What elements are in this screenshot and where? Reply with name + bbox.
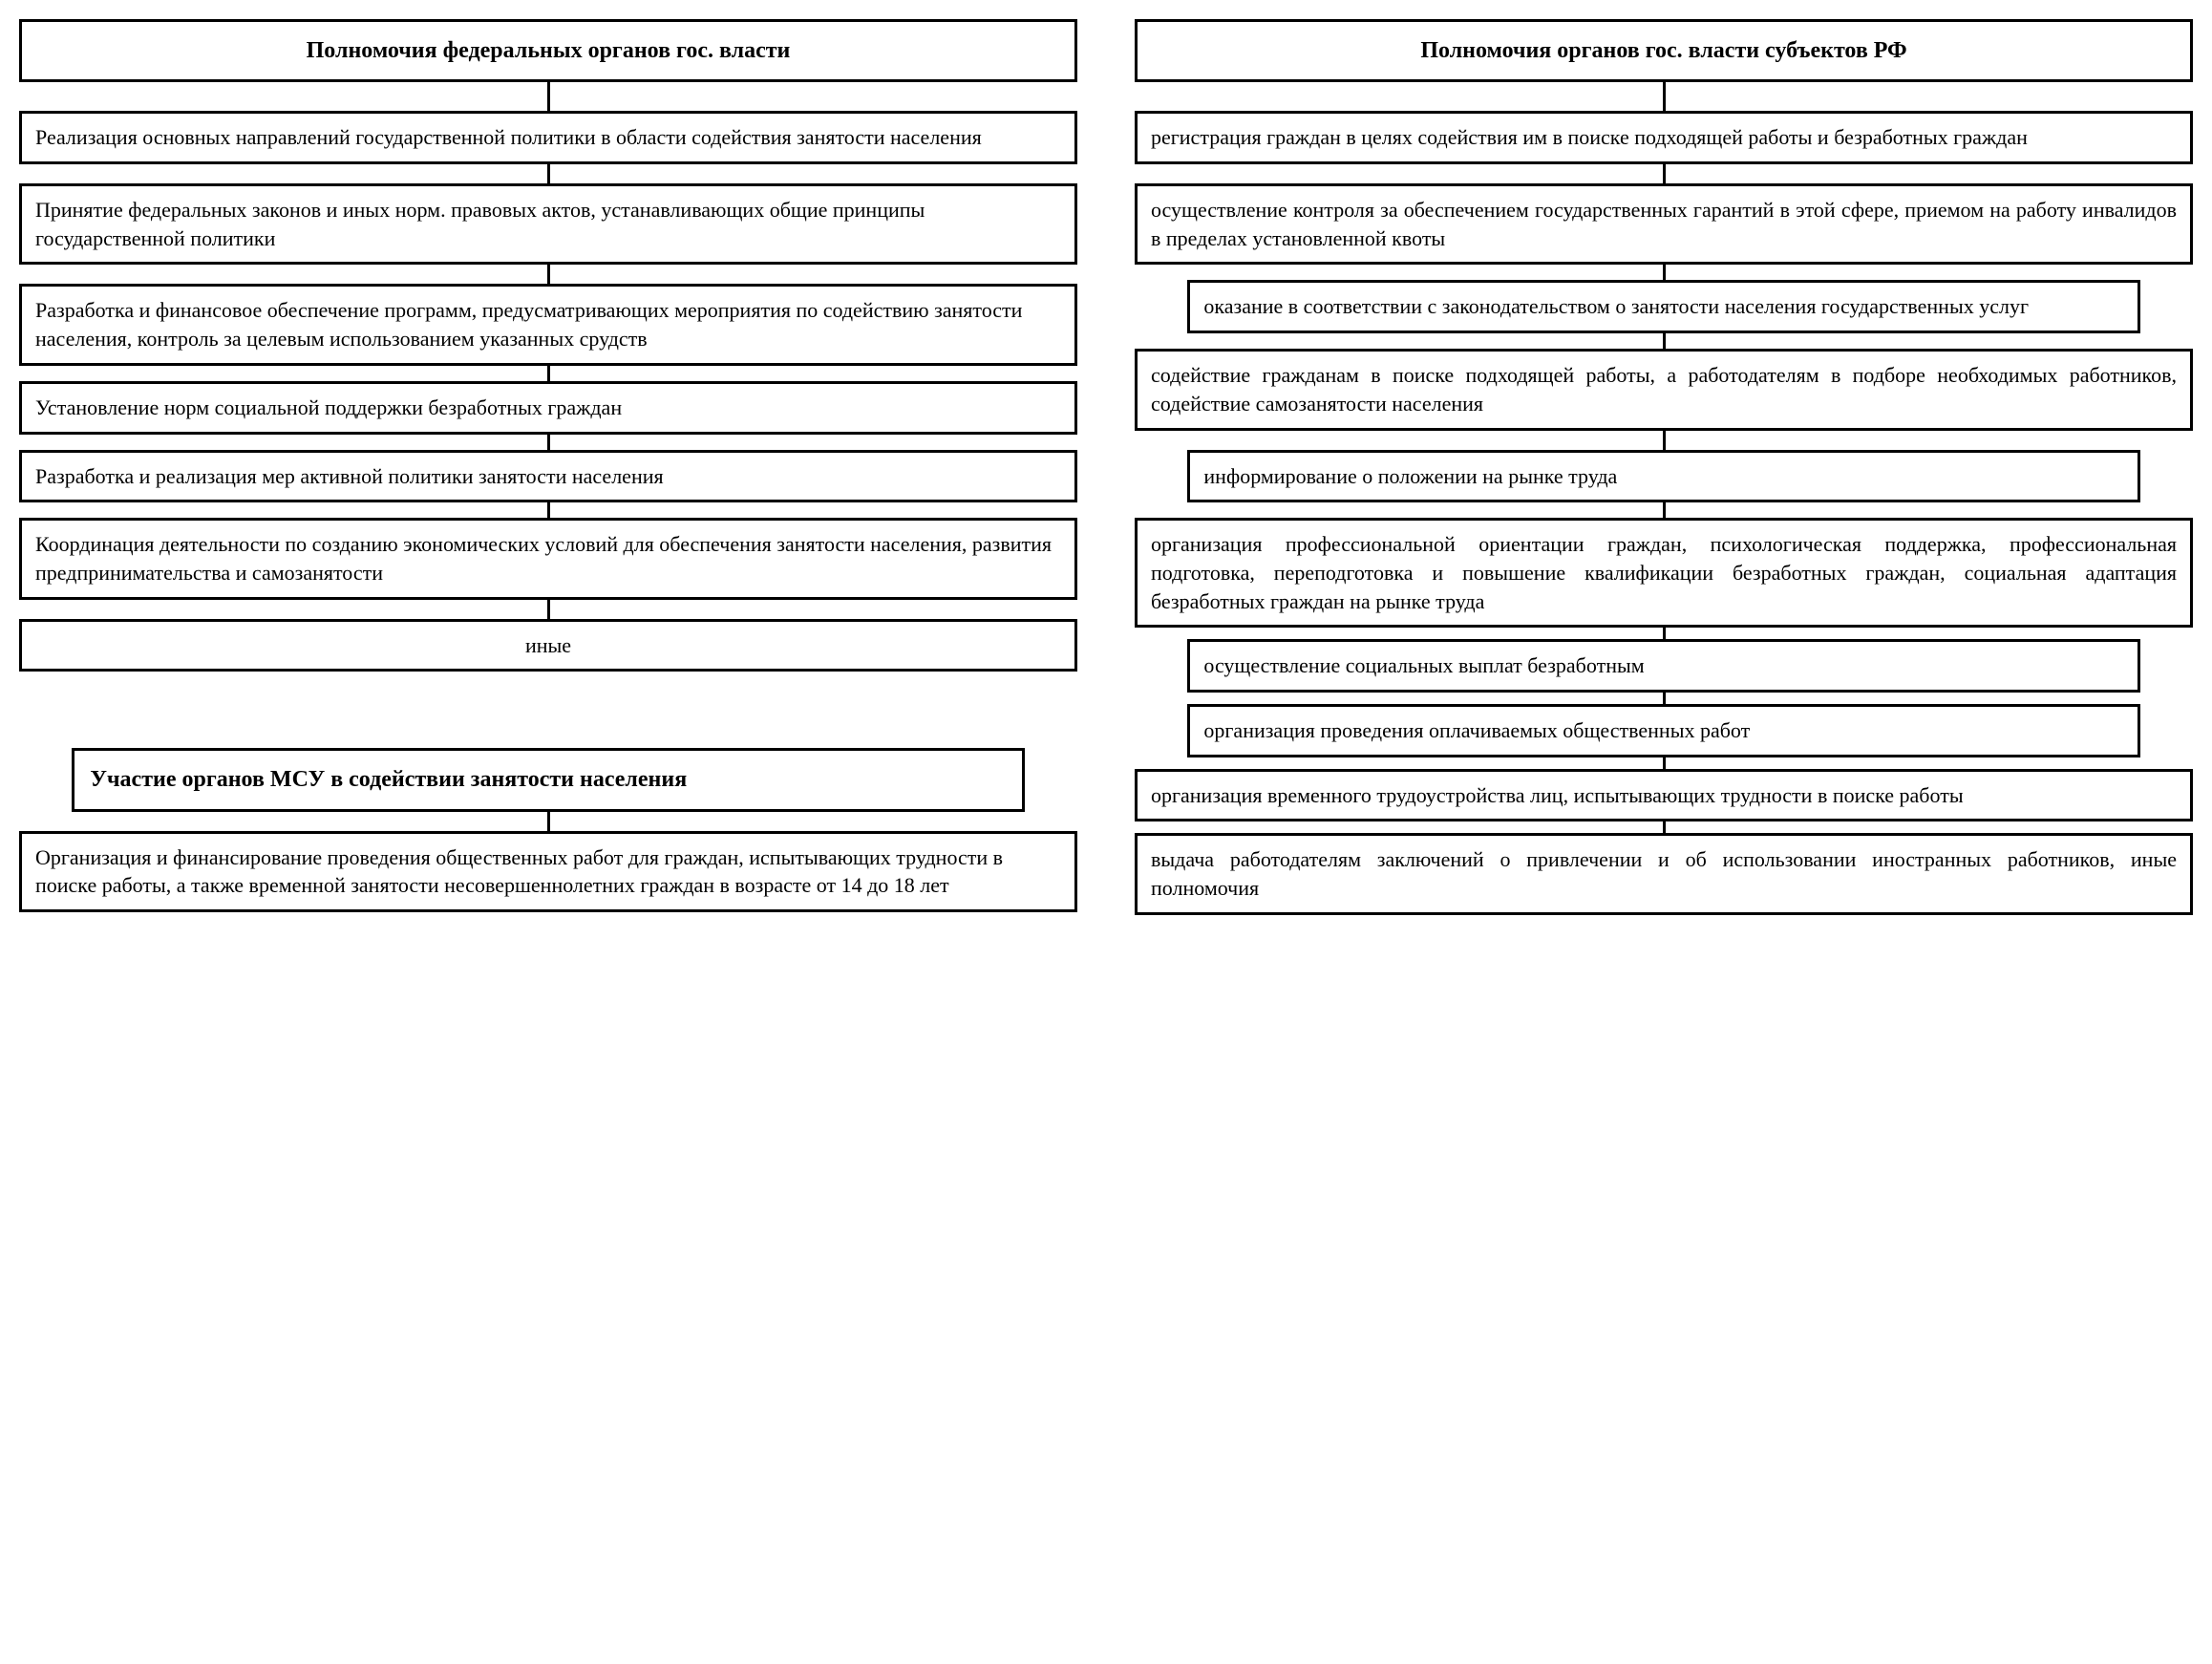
federal-powers-section: Полномочия федеральных органов гос. влас… bbox=[19, 19, 1077, 672]
right-column: Полномочия органов гос. власти субъектов… bbox=[1135, 19, 2193, 915]
connector bbox=[547, 366, 550, 381]
connector bbox=[1663, 164, 1666, 183]
left-column: Полномочия федеральных органов гос. влас… bbox=[19, 19, 1077, 915]
connector bbox=[547, 265, 550, 284]
subjects-item: информирование о положении на рынке труд… bbox=[1187, 450, 2139, 503]
federal-item: Принятие федеральных законов и иных норм… bbox=[19, 183, 1077, 265]
connector bbox=[1663, 82, 1666, 111]
connector bbox=[547, 502, 550, 518]
connector bbox=[547, 435, 550, 450]
msu-item: Организация и финансирование проведения … bbox=[19, 831, 1077, 912]
connector bbox=[1663, 628, 1666, 639]
federal-powers-header: Полномочия федеральных органов гос. влас… bbox=[19, 19, 1077, 82]
subjects-item: осуществление социальных выплат безработ… bbox=[1187, 639, 2139, 693]
subjects-powers-header: Полномочия органов гос. власти субъектов… bbox=[1135, 19, 2193, 82]
subjects-item: содействие гражданам в поиске подходящей… bbox=[1135, 349, 2193, 430]
spacer bbox=[19, 672, 1077, 748]
federal-item: Разработка и реализация мер активной пол… bbox=[19, 450, 1077, 503]
subjects-powers-section: Полномочия органов гос. власти субъектов… bbox=[1135, 19, 2193, 915]
subjects-item: организация проведения оплачиваемых обще… bbox=[1187, 704, 2139, 757]
federal-item: Разработка и финансовое обеспечение прог… bbox=[19, 284, 1077, 365]
connector bbox=[1663, 333, 1666, 349]
connector bbox=[547, 82, 550, 111]
federal-item: Установление норм социальной поддержки б… bbox=[19, 381, 1077, 435]
connector bbox=[547, 164, 550, 183]
connector bbox=[1663, 502, 1666, 518]
federal-item: Координация деятельности по созданию эко… bbox=[19, 518, 1077, 599]
subjects-item: организация временного трудоустройства л… bbox=[1135, 769, 2193, 822]
connector bbox=[1663, 265, 1666, 280]
connector bbox=[1663, 757, 1666, 769]
connector bbox=[1663, 821, 1666, 833]
subjects-item: осуществление контроля за обеспечением г… bbox=[1135, 183, 2193, 265]
msu-header: Участие органов МСУ в содействии занятос… bbox=[72, 748, 1024, 811]
subjects-item: оказание в соответствии с законодательст… bbox=[1187, 280, 2139, 333]
connector bbox=[1663, 431, 1666, 450]
subjects-item: регистрация граждан в целях содействия и… bbox=[1135, 111, 2193, 164]
msu-section: Участие органов МСУ в содействии занятос… bbox=[19, 748, 1077, 912]
federal-item-other: иные bbox=[19, 619, 1077, 672]
federal-item: Реализация основных направлений государс… bbox=[19, 111, 1077, 164]
connector bbox=[1663, 693, 1666, 704]
connector bbox=[547, 600, 550, 619]
subjects-item: организация профессиональной ориентации … bbox=[1135, 518, 2193, 628]
connector bbox=[547, 812, 550, 831]
subjects-item: выдача работодателям заключений о привле… bbox=[1135, 833, 2193, 914]
diagram-container: Полномочия федеральных органов гос. влас… bbox=[19, 19, 2193, 915]
